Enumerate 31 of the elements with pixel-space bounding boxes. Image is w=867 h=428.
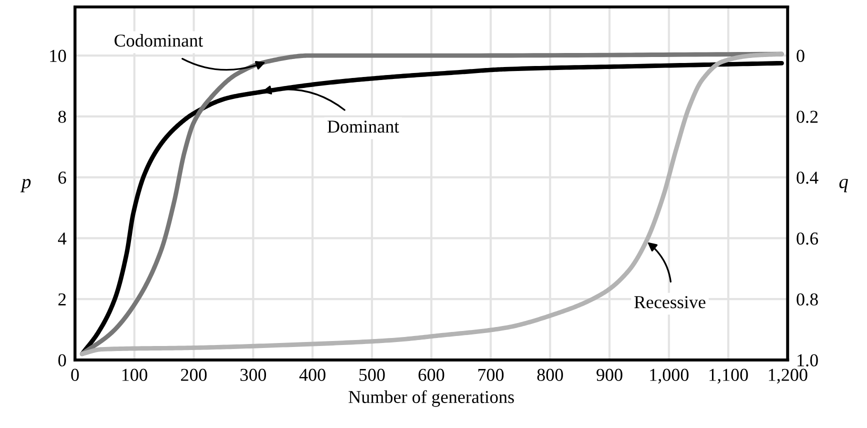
y-tick-label: 0 (58, 354, 66, 366)
x-tick-label: 1,000 (650, 368, 689, 384)
x-tick-label: 900 (596, 368, 622, 381)
y2-tick-label: 0.8 (796, 293, 818, 306)
x-tick-label: 600 (418, 368, 444, 381)
y2-tick-label: 0 (796, 50, 804, 62)
x-tick-label: 1,100 (710, 368, 748, 384)
y-tick-label: 8 (58, 110, 66, 123)
x-tick-label: 700 (478, 368, 504, 381)
y2-tick-label: 1.0 (798, 354, 818, 366)
y2-tick-label: 0.6 (796, 232, 818, 245)
y2-tick-label: 0.4 (796, 172, 818, 184)
y-axis-title: p (20, 178, 31, 192)
x-tick-label: 100 (122, 368, 148, 381)
x-tick-label: 400 (299, 368, 326, 381)
y2-axis-title: q (839, 178, 848, 192)
annotation: Dominant (327, 120, 400, 133)
x-tick-label: 1,200 (768, 368, 808, 384)
y-tick-label: 6 (58, 172, 66, 184)
y-tick-label: 10 (50, 50, 66, 62)
x-tick-label: 0 (71, 368, 79, 381)
y-tick-label: 2 (58, 293, 66, 306)
annotation: Recessive (634, 296, 706, 308)
x-tick-label: 800 (537, 368, 563, 381)
x-tick-label: 300 (240, 368, 266, 381)
y-tick-label: 4 (58, 232, 66, 244)
annotation: Codominant (114, 34, 204, 47)
y2-tick-label: 0.2 (796, 110, 818, 123)
x-tick-label: 500 (359, 368, 385, 381)
x-tick-label: 200 (181, 368, 207, 381)
x-axis-title: Number of generations (348, 390, 514, 407)
